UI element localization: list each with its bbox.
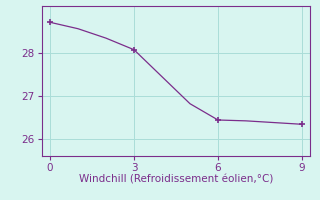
- X-axis label: Windchill (Refroidissement éolien,°C): Windchill (Refroidissement éolien,°C): [79, 174, 273, 184]
